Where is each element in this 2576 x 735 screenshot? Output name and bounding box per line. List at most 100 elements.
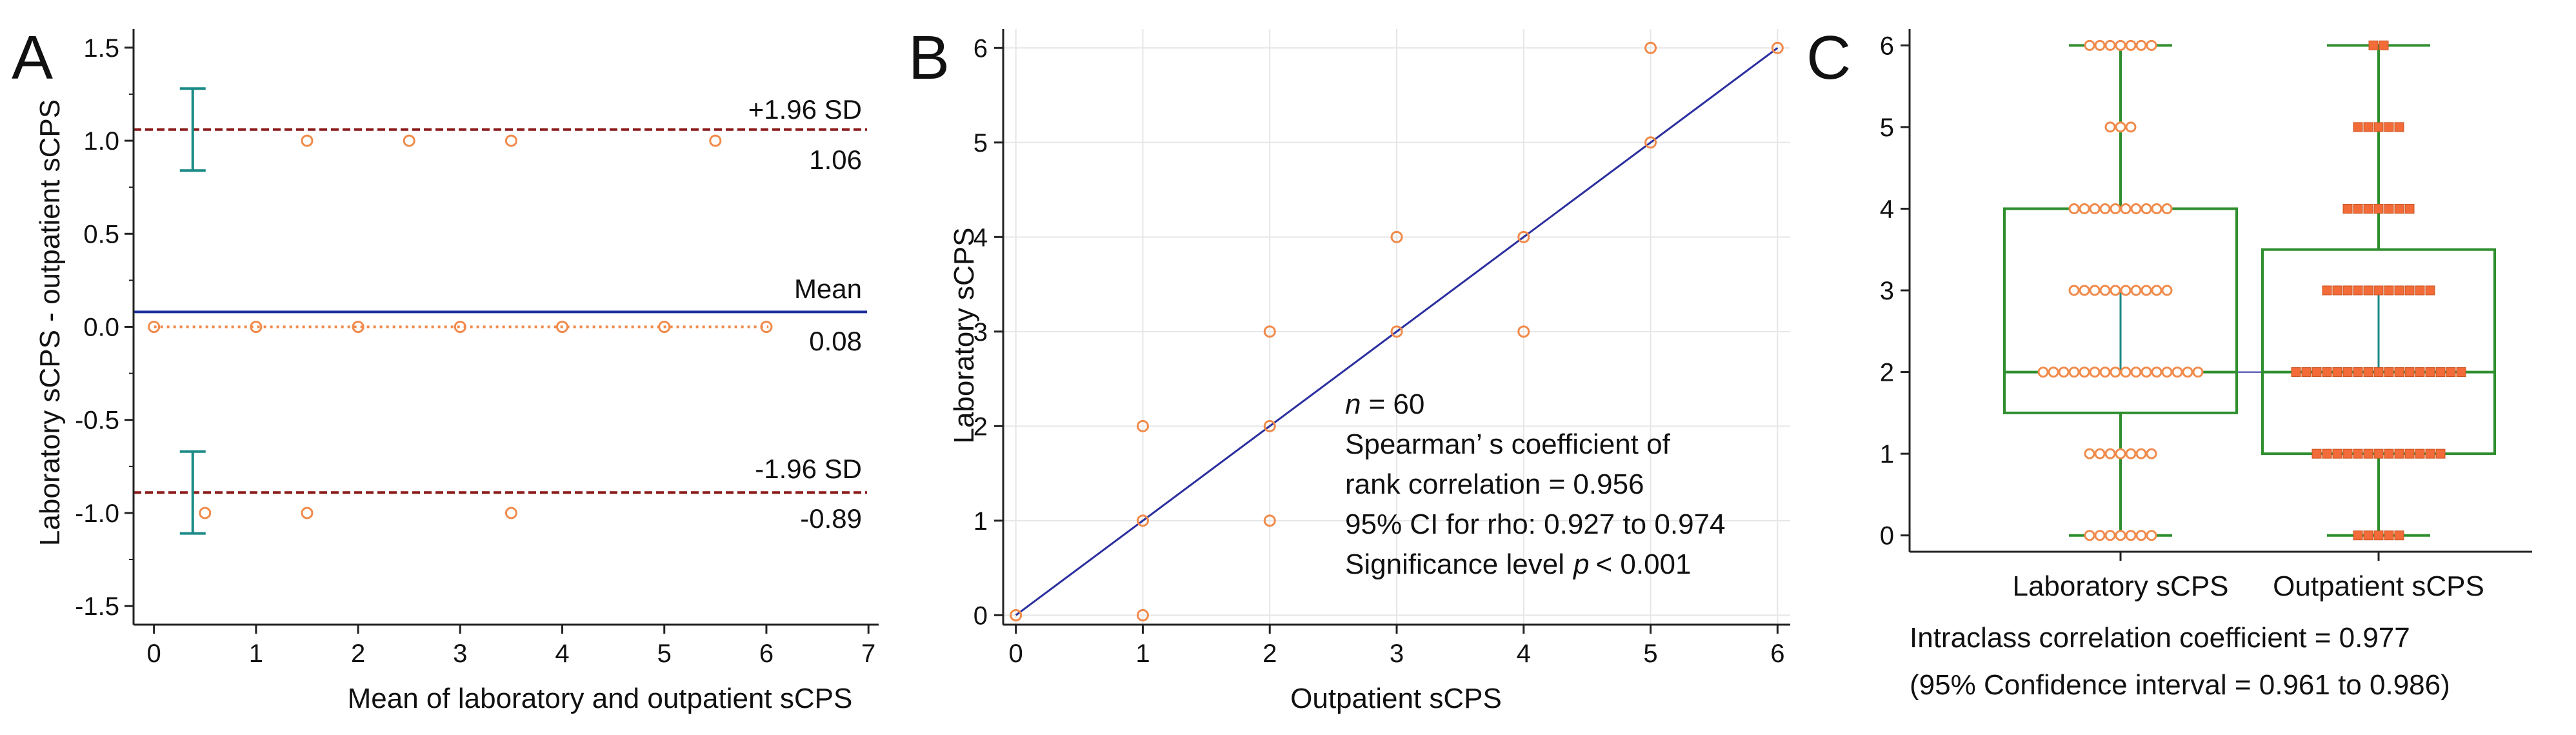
- data-point: [2342, 448, 2353, 459]
- x-tick-label: 4: [555, 639, 569, 668]
- panel-c-axes: 0 1 2 3 4 5 6 Laboratory sCPS Outpatient sCPS: [1880, 29, 2532, 602]
- data-point: [2130, 203, 2142, 214]
- data-point: [2110, 203, 2121, 214]
- data-point: [2435, 448, 2446, 459]
- data-point: [454, 321, 466, 333]
- data-point: [2120, 285, 2132, 296]
- y-tick-label: -1.5: [75, 592, 119, 621]
- data-point: [2425, 367, 2435, 378]
- y-tick-label: 2: [1880, 359, 1894, 387]
- mean-value: 0.08: [809, 326, 862, 356]
- data-point: [2373, 530, 2384, 541]
- data-point: [2099, 203, 2111, 214]
- data-point: [2125, 448, 2137, 459]
- panel-a-y-axis-label: Laboratory sCPS - outpatient sCPS: [34, 99, 66, 546]
- data-point: [1010, 609, 1023, 621]
- data-point: [2301, 367, 2311, 378]
- data-point: [1517, 325, 1530, 338]
- x-tick-label: 5: [657, 639, 672, 668]
- panel-b-label: B: [908, 23, 950, 92]
- box-plot-points: [2037, 39, 2466, 541]
- data-point: [2384, 367, 2394, 378]
- data-point: [2192, 367, 2204, 378]
- data-point: [2130, 367, 2142, 378]
- panel-b-grid: [1003, 29, 1790, 625]
- data-point: [2068, 285, 2080, 296]
- data-point: [1136, 514, 1149, 527]
- x-tick-label: 4: [1517, 639, 1531, 668]
- data-point: [2120, 367, 2132, 378]
- x-tick-label: 3: [1390, 639, 1404, 668]
- data-point: [2125, 530, 2137, 541]
- data-point: [2353, 285, 2363, 296]
- data-point: [250, 321, 263, 333]
- data-point: [2104, 39, 2116, 51]
- y-tick-label: -0.5: [75, 407, 119, 435]
- y-tick-label: 4: [1880, 195, 1894, 223]
- bland-altman-points: [148, 134, 773, 519]
- data-point: [2394, 448, 2404, 459]
- data-point: [2435, 367, 2446, 378]
- n-symbol: n: [1345, 388, 1361, 420]
- data-point: [2141, 203, 2152, 214]
- spearman-ci: 95% CI for rho: 0.927 to 0.974: [1345, 508, 1726, 540]
- data-point: [2115, 448, 2126, 459]
- data-point: [1644, 136, 1657, 149]
- data-point: [2037, 367, 2049, 378]
- data-point: [2353, 530, 2363, 541]
- y-tick-label: 0: [1880, 522, 1894, 550]
- spearman-line-2: rank correlation = 0.956: [1345, 468, 1644, 500]
- data-point: [2068, 367, 2080, 378]
- data-point: [2363, 203, 2373, 214]
- data-point: [2342, 203, 2353, 214]
- data-point: [2146, 39, 2157, 51]
- panel-b-axes: 0 1 2 3 4 5 6 0 1 2 3 4 5 6: [973, 29, 1790, 668]
- data-point: [2342, 367, 2353, 378]
- data-point: [2394, 367, 2404, 378]
- x-tick-label: 6: [1770, 639, 1784, 668]
- data-point: [760, 321, 773, 333]
- data-point: [2394, 203, 2404, 214]
- lower-limit-value: -0.89: [800, 503, 862, 534]
- y-tick-label: 1.5: [83, 34, 119, 63]
- data-point: [2373, 448, 2384, 459]
- y-tick-label: 2: [973, 412, 988, 441]
- n-value: = 60: [1368, 388, 1424, 420]
- panel-b-y-axis-label: Laboratory sCPS: [948, 227, 980, 443]
- data-point: [2151, 203, 2162, 214]
- data-point: [2094, 39, 2106, 51]
- data-point: [2104, 448, 2116, 459]
- category-label: Outpatient sCPS: [2273, 570, 2484, 602]
- data-point: [2141, 285, 2152, 296]
- data-point: [2048, 367, 2059, 378]
- x-tick-label: 0: [147, 639, 161, 668]
- data-point: [2110, 285, 2121, 296]
- data-point: [2311, 367, 2322, 378]
- data-point: [2115, 121, 2126, 133]
- data-point: [2135, 530, 2147, 541]
- x-tick-label: 7: [861, 639, 875, 668]
- identity-line: [1015, 47, 1779, 616]
- data-point: [2384, 122, 2394, 132]
- data-point: [2104, 121, 2116, 133]
- data-point: [2342, 285, 2353, 296]
- data-point: [2322, 448, 2332, 459]
- panel-b: B 0 1 2 3 4 5 6 0 1 2 3 4 5 6 Outpatient sCPS Laborat…: [908, 23, 1790, 714]
- icc-statistic: Intraclass correlation coefficient = 0.9…: [1910, 622, 2410, 654]
- data-point: [2146, 530, 2157, 541]
- data-point: [1644, 41, 1657, 54]
- panel-a-label: A: [12, 23, 53, 92]
- data-point: [2141, 367, 2152, 378]
- data-point: [2322, 285, 2332, 296]
- x-tick-label: 2: [351, 639, 365, 668]
- data-point: [2332, 285, 2342, 296]
- data-point: [2115, 530, 2126, 541]
- y-tick-label: 6: [1880, 32, 1894, 60]
- data-point: [504, 134, 517, 147]
- data-point: [2172, 367, 2183, 378]
- data-point: [2446, 367, 2456, 378]
- data-point: [2384, 203, 2394, 214]
- data-point: [403, 134, 415, 147]
- upper-limit-value: 1.06: [809, 145, 862, 175]
